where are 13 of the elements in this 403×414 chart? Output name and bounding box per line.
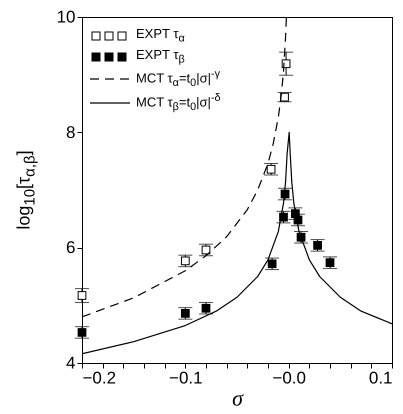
legend-label: EXPT τ$_{α}$ — [136, 26, 185, 47]
legend-label: MCT τ$_{β}$=t$_{0}$|σ|$^{-δ}$ — [136, 91, 221, 116]
y-tick-label: 4 — [66, 354, 76, 372]
legend-label: MCT τ$_{α}$=t$_{0}$|σ|$^{-γ}$ — [136, 67, 220, 92]
x-tick-label: 0.1 — [368, 368, 392, 388]
x-tick-label: −0.2 — [82, 368, 116, 388]
y-tick-label: 8 — [66, 122, 76, 142]
x-axis-title: σ — [232, 386, 244, 410]
legend-label: EXPT τ$_{β}$ — [136, 46, 185, 68]
y-tick-label: 10 — [56, 8, 76, 26]
x-tick-label: −0.0 — [272, 368, 306, 388]
y-tick-label: 6 — [66, 238, 76, 258]
x-tick-label: −0.1 — [169, 368, 203, 388]
